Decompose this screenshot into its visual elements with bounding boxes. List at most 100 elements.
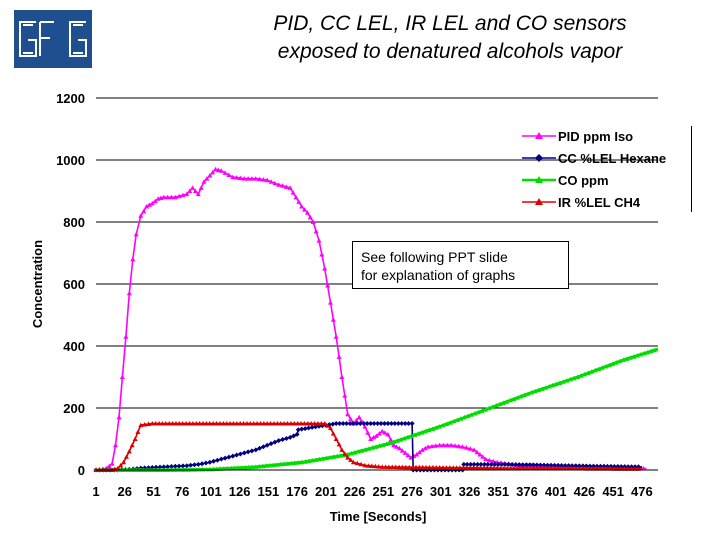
data-point — [388, 437, 394, 442]
data-point — [336, 441, 342, 447]
data-point — [253, 464, 259, 469]
y-tick-label: 200 — [63, 401, 85, 416]
data-point — [172, 463, 178, 469]
data-point — [251, 421, 257, 426]
data-point — [186, 467, 192, 472]
data-point — [516, 462, 522, 468]
data-point — [190, 421, 196, 426]
data-point — [433, 425, 439, 430]
data-point — [141, 208, 147, 214]
data-point — [368, 421, 374, 426]
data-point — [545, 465, 551, 471]
data-point — [477, 452, 483, 457]
legend-item-pid: PID ppm Iso — [512, 128, 692, 146]
data-point — [587, 466, 592, 471]
data-point — [448, 442, 454, 448]
data-point — [441, 442, 446, 448]
data-point — [534, 462, 540, 468]
data-point — [192, 462, 197, 468]
data-point — [440, 422, 446, 428]
data-point — [187, 188, 193, 193]
data-point — [235, 465, 241, 470]
data-point — [138, 422, 144, 428]
x-tick-label: 326 — [459, 484, 481, 499]
data-point — [553, 381, 559, 387]
data-point — [272, 439, 278, 445]
data-point — [192, 188, 198, 193]
data-point — [268, 441, 274, 447]
data-point — [264, 421, 270, 426]
data-point — [468, 461, 474, 467]
data-point — [307, 214, 313, 220]
data-point — [322, 421, 328, 426]
data-point — [106, 463, 112, 469]
data-point — [467, 446, 473, 451]
data-point — [465, 413, 471, 419]
data-point — [396, 464, 402, 470]
data-point — [488, 461, 494, 467]
data-point — [537, 462, 543, 468]
data-point — [444, 442, 450, 448]
data-point — [249, 448, 255, 454]
y-tick-label: 400 — [63, 339, 85, 354]
data-point — [599, 365, 605, 370]
data-point — [230, 421, 236, 426]
data-point — [493, 403, 499, 408]
data-point — [464, 445, 469, 450]
data-point — [301, 421, 307, 426]
data-point — [283, 436, 289, 441]
data-point — [430, 426, 436, 431]
data-point — [555, 462, 561, 468]
data-point — [440, 465, 446, 470]
data-point — [552, 465, 558, 471]
data-point — [548, 465, 554, 471]
x-tick-label: 76 — [175, 484, 189, 499]
data-point — [172, 194, 178, 200]
data-point — [210, 169, 216, 175]
data-point — [241, 421, 247, 426]
data-point — [364, 421, 370, 426]
data-point — [506, 461, 512, 467]
data-point — [541, 462, 547, 468]
data-point — [383, 464, 389, 469]
data-point — [170, 421, 176, 426]
x-axis-ticks: 1 26 51 76 101 126 151 176 201 226 251 276 301 326 351… — [92, 484, 652, 499]
data-point — [451, 418, 457, 424]
data-point — [464, 461, 470, 467]
data-point — [169, 464, 174, 469]
data-point — [622, 464, 628, 470]
data-point — [116, 414, 122, 420]
data-point — [497, 401, 503, 407]
data-point — [347, 421, 353, 426]
data-point — [504, 399, 510, 404]
data-point — [521, 465, 527, 471]
data-point — [603, 364, 609, 369]
data-point — [334, 453, 340, 459]
data-point — [566, 463, 572, 469]
data-point — [293, 194, 299, 200]
data-point — [285, 461, 291, 466]
data-point — [348, 416, 354, 421]
data-point — [263, 463, 269, 468]
data-point — [371, 434, 377, 440]
title-line-1: PID, CC LEL, IR LEL and CO sensors — [273, 12, 627, 35]
data-point — [109, 461, 115, 466]
data-point — [123, 334, 129, 339]
data-point — [184, 191, 190, 197]
data-point — [328, 300, 333, 305]
data-point — [160, 421, 165, 426]
data-point — [423, 428, 428, 434]
data-point — [395, 421, 401, 426]
data-point — [427, 464, 432, 470]
data-point — [247, 421, 253, 426]
data-point — [214, 457, 220, 463]
data-point — [333, 334, 339, 339]
data-point — [245, 449, 251, 455]
data-point — [322, 266, 328, 271]
legend-label-co: CO ppm — [558, 173, 609, 188]
data-point — [495, 461, 501, 467]
data-point — [535, 465, 541, 471]
data-point — [340, 421, 346, 426]
data-point — [513, 462, 519, 468]
x-axis-label: Time [Seconds] — [330, 509, 427, 524]
